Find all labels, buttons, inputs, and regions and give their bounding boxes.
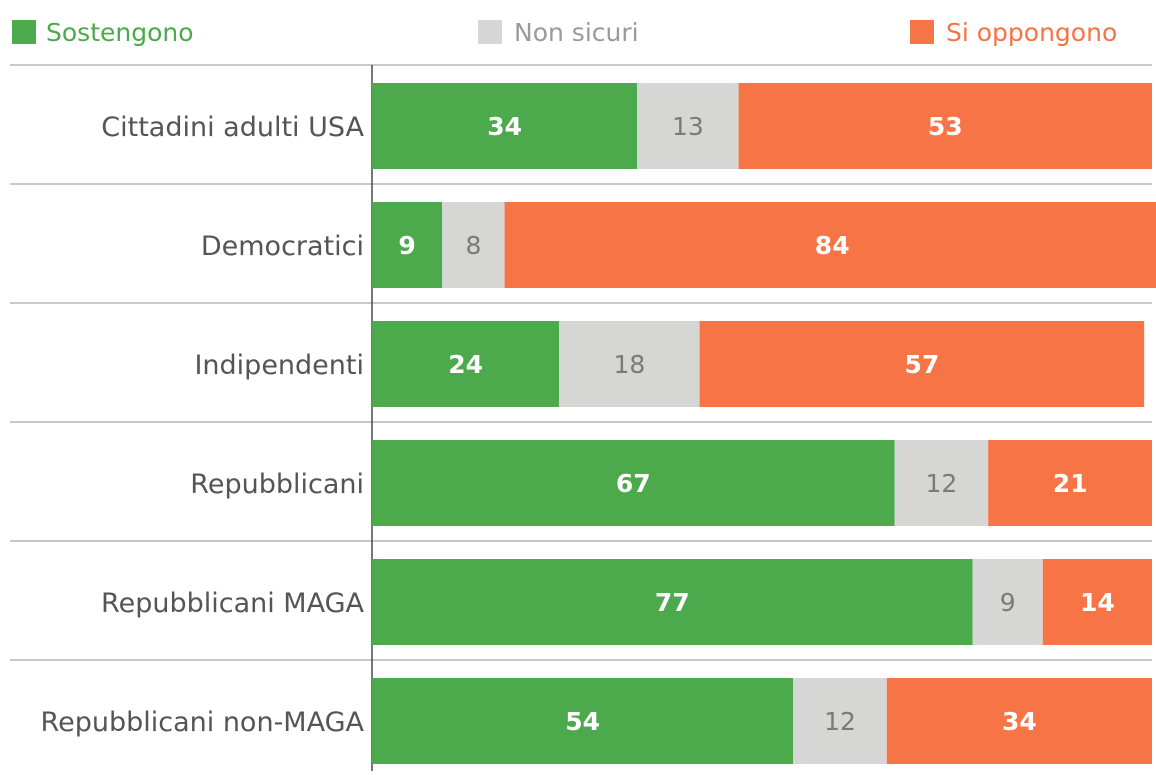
bars: [372, 83, 1156, 764]
bar-non-sicuri-indipendenti: [559, 321, 700, 407]
legend: Sostengono Non sicuri Si oppongono: [12, 18, 1117, 47]
bar-si-oppongono-repubblicani-non-maga: [886, 678, 1152, 764]
category-labels: Cittadini adulti USA Democratici Indipende…: [41, 112, 365, 738]
category-label-democratici: Democratici: [201, 231, 364, 262]
row-separators: [10, 64, 1152, 661]
data-label-sostengono-indipendenti: 24: [448, 350, 483, 379]
bar-sostengono-indipendenti: [372, 321, 560, 407]
legend-label-si-oppongono: Si oppongono: [946, 18, 1117, 47]
data-label-si-oppongono-repubblicani-non-maga: 34: [1002, 707, 1037, 736]
data-label-non-sicuri-democratici: 8: [465, 231, 481, 260]
bar-si-oppongono-repubblicani: [988, 440, 1152, 526]
category-label-cittadini-adulti-usa: Cittadini adulti USA: [101, 112, 364, 143]
bar-sostengono-repubblicani-non-maga: [372, 678, 794, 764]
bar-non-sicuri-repubblicani-maga: [972, 559, 1043, 645]
data-label-si-oppongono-cittadini-adulti-usa: 53: [928, 112, 963, 141]
data-label-sostengono-democratici: 9: [398, 231, 415, 260]
category-label-repubblicani: Repubblicani: [190, 469, 364, 500]
legend-label-sostengono: Sostengono: [46, 18, 194, 47]
bar-sostengono-repubblicani-maga: [372, 559, 973, 645]
data-label-si-oppongono-indipendenti: 57: [905, 350, 940, 379]
bar-non-sicuri-repubblicani-non-maga: [793, 678, 887, 764]
category-label-indipendenti: Indipendenti: [194, 350, 364, 381]
bar-si-oppongono-indipendenti: [699, 321, 1145, 407]
data-label-si-oppongono-repubblicani-maga: 14: [1080, 588, 1115, 617]
data-label-si-oppongono-repubblicani: 21: [1053, 469, 1088, 498]
bar-sostengono-cittadini-adulti-usa: [372, 83, 638, 169]
bar-si-oppongono-cittadini-adulti-usa: [738, 83, 1152, 169]
legend-label-non-sicuri: Non sicuri: [514, 18, 639, 47]
bar-sostengono-repubblicani: [372, 440, 895, 526]
legend-swatch-si-oppongono: [910, 20, 934, 44]
legend-swatch-sostengono: [12, 20, 36, 44]
data-label-sostengono-repubblicani: 67: [616, 469, 651, 498]
data-label-sostengono-cittadini-adulti-usa: 34: [487, 112, 522, 141]
bar-non-sicuri-cittadini-adulti-usa: [637, 83, 739, 169]
bar-sostengono-democratici: [372, 202, 443, 288]
data-label-non-sicuri-repubblicani: 12: [925, 469, 957, 498]
category-label-repubblicani-non-maga: Repubblicani non-MAGA: [41, 707, 365, 738]
bar-si-oppongono-democratici: [504, 202, 1156, 288]
data-label-non-sicuri-indipendenti: 18: [613, 350, 645, 379]
data-label-non-sicuri-cittadini-adulti-usa: 13: [672, 112, 704, 141]
data-label-non-sicuri-repubblicani-maga: 9: [1000, 588, 1016, 617]
bar-non-sicuri-democratici: [442, 202, 505, 288]
data-label-sostengono-repubblicani-maga: 77: [655, 588, 690, 617]
data-label-si-oppongono-democratici: 84: [815, 231, 850, 260]
bar-si-oppongono-repubblicani-maga: [1042, 559, 1152, 645]
data-labels: 34 13 53 9 8 84 24 18 57 67 12 21 77 9 14 54 12 34: [398, 112, 1114, 736]
bar-non-sicuri-repubblicani: [894, 440, 989, 526]
category-label-repubblicani-maga: Repubblicani MAGA: [101, 588, 364, 619]
data-label-sostengono-repubblicani-non-maga: 54: [565, 707, 600, 736]
legend-swatch-non-sicuri: [478, 20, 502, 44]
data-label-non-sicuri-repubblicani-non-maga: 12: [824, 707, 856, 736]
